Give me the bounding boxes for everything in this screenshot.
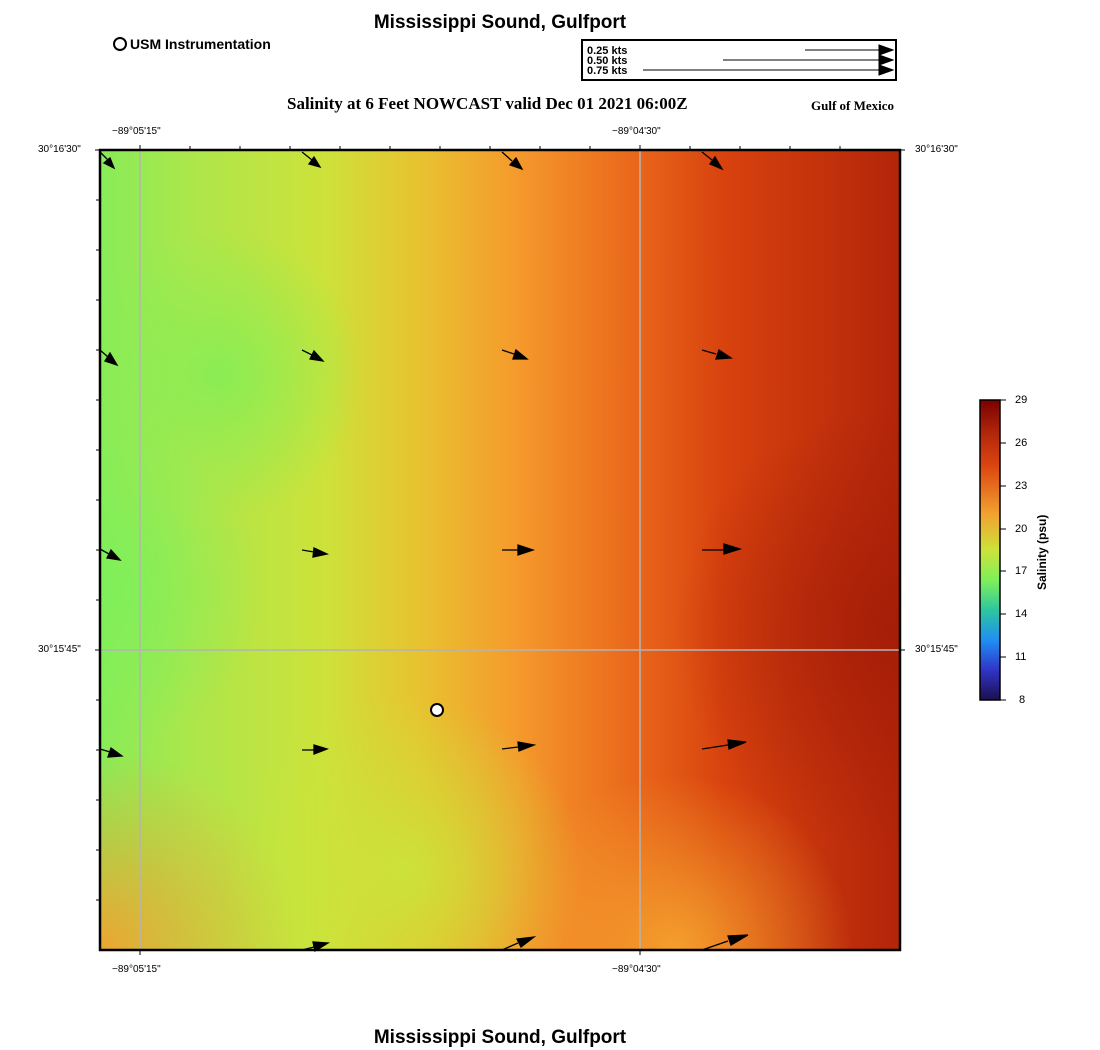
current-arrow-icon	[512, 348, 529, 360]
current-arrow-icon	[727, 934, 749, 946]
salinity-colorbar	[979, 399, 1006, 701]
vector-scale-box: 0.25 kts 0.50 kts 0.75 kts	[581, 39, 897, 81]
colorbar-tick: 8	[1019, 694, 1026, 706]
current-arrow-icon	[309, 349, 325, 362]
current-arrow-icon	[701, 151, 713, 161]
current-arrow-icon	[701, 940, 729, 951]
frame-ticks	[95, 145, 905, 955]
usm-instrumentation-marker[interactable]	[430, 703, 444, 717]
current-arrow-icon	[313, 744, 329, 755]
salinity-map	[95, 145, 905, 955]
current-arrow-icon	[104, 351, 119, 367]
graticule	[100, 150, 900, 950]
current-arrow-icon	[708, 155, 724, 171]
map-subtitle: Salinity at 6 Feet NOWCAST valid Dec 01 …	[287, 94, 688, 113]
current-arrow-icon	[301, 946, 315, 951]
current-arrow-icon	[301, 151, 313, 161]
current-arrow-icon	[701, 349, 717, 355]
arrow-icon	[878, 44, 895, 56]
vector-scale-label: 0.25 kts	[587, 45, 628, 57]
vector-scale-arrows	[643, 44, 895, 76]
colorbar-tick: 23	[1015, 480, 1028, 492]
current-arrow-icon	[501, 151, 513, 162]
current-arrow-icon	[517, 544, 536, 556]
current-arrow-icon	[99, 349, 109, 358]
current-arrow-icon	[723, 543, 743, 555]
vector-scale-label: 0.50 kts	[587, 55, 628, 67]
current-arrow-icon	[701, 744, 729, 750]
arrow-icon	[878, 64, 895, 76]
lat-label-right: 30°15'45"	[915, 644, 958, 655]
map-title: Mississippi Sound, Gulfport	[373, 12, 627, 33]
arrow-icon	[878, 54, 895, 66]
current-arrow-icon	[106, 548, 122, 561]
current-arrow-icon	[727, 739, 747, 750]
marker-legend-label: USM Instrumentation	[130, 36, 271, 52]
vector-scale-label: 0.75 kts	[587, 65, 628, 77]
current-arrow-icon	[301, 349, 313, 356]
lon-label-top: −89°04'30"	[612, 126, 661, 137]
current-arrow-icon	[99, 548, 110, 555]
current-arrow-icon	[501, 349, 515, 355]
colorbar-tick: 26	[1015, 437, 1028, 449]
lat-label-right: 30°16'30"	[915, 144, 958, 155]
colorbar-tick: 14	[1015, 608, 1028, 620]
colorbar-tick: 11	[1015, 651, 1027, 663]
current-arrow-icon	[516, 936, 537, 948]
colorbar-tick: 29	[1015, 394, 1028, 406]
current-arrow-icon	[501, 746, 519, 750]
current-arrow-icon	[99, 151, 109, 161]
current-arrow-icon	[307, 155, 322, 169]
current-arrow-icon	[501, 942, 519, 951]
colorbar-title: Salinity (psu)	[1035, 514, 1049, 590]
footer-title: Mississippi Sound, Gulfport	[373, 1027, 627, 1048]
current-arrow-icon	[312, 547, 330, 558]
colorbar-tick: 20	[1015, 523, 1028, 535]
current-arrow-icon	[107, 746, 124, 758]
current-arrow-icon	[508, 156, 524, 171]
current-arrow-icon	[312, 941, 331, 953]
current-arrow-icon	[99, 748, 111, 753]
lon-label-top: −89°05'15"	[112, 126, 161, 137]
current-arrow-icon	[301, 549, 315, 553]
current-arrow-icon	[517, 741, 537, 752]
lon-label-bottom: −89°05'15"	[112, 964, 161, 975]
lat-label-left: 30°15'45"	[38, 644, 81, 655]
lat-label-left: 30°16'30"	[38, 144, 81, 155]
circle-marker-icon	[113, 37, 127, 51]
current-arrow-icon	[715, 348, 733, 360]
current-vectors	[99, 151, 749, 953]
colorbar-tick: 17	[1015, 565, 1028, 577]
colorbar-ramp	[979, 399, 1001, 701]
salinity-field	[95, 145, 905, 955]
lon-label-bottom: −89°04'30"	[612, 964, 661, 975]
current-arrow-icon	[102, 156, 116, 170]
marker-legend: USM Instrumentation	[113, 36, 271, 52]
region-label: Gulf of Mexico	[811, 98, 895, 113]
